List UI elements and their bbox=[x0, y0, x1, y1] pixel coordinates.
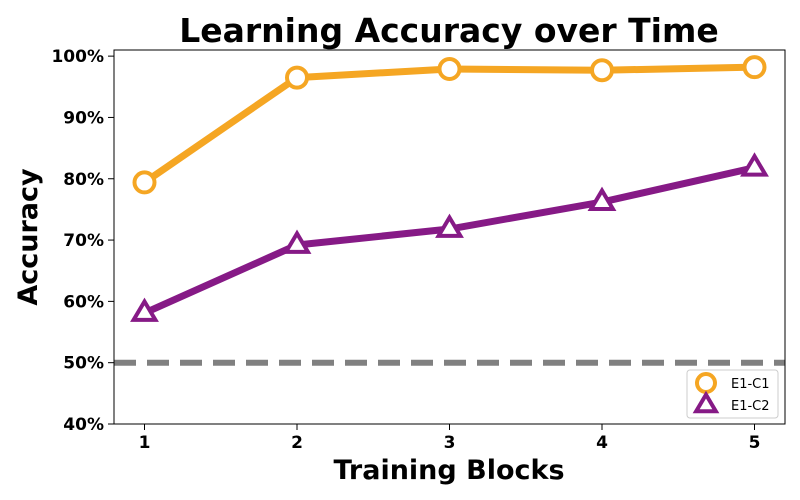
data-point-s2-4 bbox=[587, 186, 617, 211]
y-axis-label: Accuracy bbox=[13, 168, 44, 306]
y-tick-label-3: 60% bbox=[63, 292, 104, 312]
data-point-s1-1 bbox=[132, 170, 157, 195]
data-point-s1-3 bbox=[437, 57, 462, 82]
y-tick-label-7: 100% bbox=[51, 47, 104, 67]
data-point-s2-1 bbox=[130, 297, 159, 322]
data-point-s1-2 bbox=[285, 65, 309, 90]
x-tick-label-5: 5 bbox=[749, 433, 761, 453]
legend-label-1: E1-C1 bbox=[731, 377, 770, 392]
y-tick-label-6: 90% bbox=[63, 108, 104, 128]
y-tick-label-1: 40% bbox=[63, 415, 104, 435]
x-tick-label-2: 2 bbox=[291, 433, 303, 453]
y-tick-label-5: 80% bbox=[63, 170, 104, 190]
data-point-s2-5 bbox=[740, 152, 769, 177]
series-line-2 bbox=[141, 164, 758, 317]
data-point-s1-5 bbox=[742, 55, 767, 80]
data-point-s2-3 bbox=[435, 213, 464, 238]
series-line-1 bbox=[141, 63, 758, 186]
legend-label-2: E1-C2 bbox=[731, 399, 770, 414]
x-axis-label: Training Blocks bbox=[333, 455, 564, 486]
legend-marker-1 bbox=[695, 372, 717, 394]
data-point-s2-2 bbox=[282, 229, 312, 254]
x-tick-label-3: 3 bbox=[444, 433, 456, 453]
plot-area: 40% 50% 60% 70% 80% 90% 100% 1 2 3 4 5 E1-C1 E1-C2 bbox=[51, 47, 786, 453]
chart-title: Learning Accuracy over Time bbox=[179, 11, 719, 50]
x-tick-label-4: 4 bbox=[596, 433, 608, 453]
x-tick-label-1: 1 bbox=[139, 433, 151, 453]
data-point-s1-4 bbox=[590, 58, 614, 83]
y-tick-label-4: 70% bbox=[63, 231, 104, 251]
y-tick-label-2: 50% bbox=[63, 354, 104, 374]
legend-marker-2 bbox=[692, 390, 720, 414]
